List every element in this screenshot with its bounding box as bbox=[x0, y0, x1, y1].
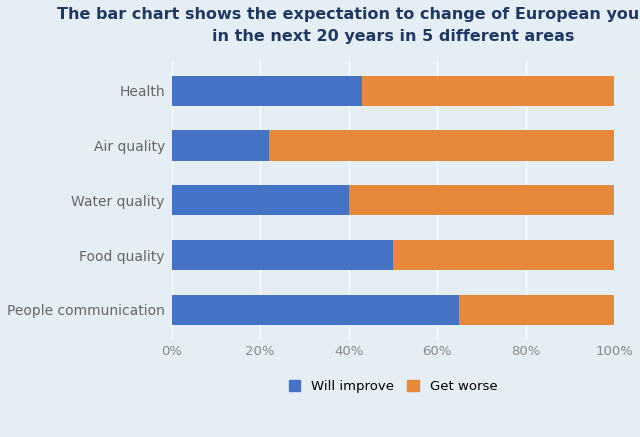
Bar bbox=[349, 185, 614, 215]
Bar bbox=[172, 130, 269, 160]
Bar bbox=[172, 76, 362, 106]
Bar bbox=[172, 295, 460, 325]
Bar bbox=[362, 76, 614, 106]
Bar bbox=[393, 240, 614, 270]
Bar bbox=[460, 295, 614, 325]
Title: The bar chart shows the expectation to change of European young people
in the ne: The bar chart shows the expectation to c… bbox=[57, 7, 640, 44]
Legend: Will improve, Get worse: Will improve, Get worse bbox=[284, 375, 502, 398]
Bar bbox=[172, 240, 393, 270]
Bar bbox=[172, 185, 349, 215]
Bar bbox=[269, 130, 614, 160]
